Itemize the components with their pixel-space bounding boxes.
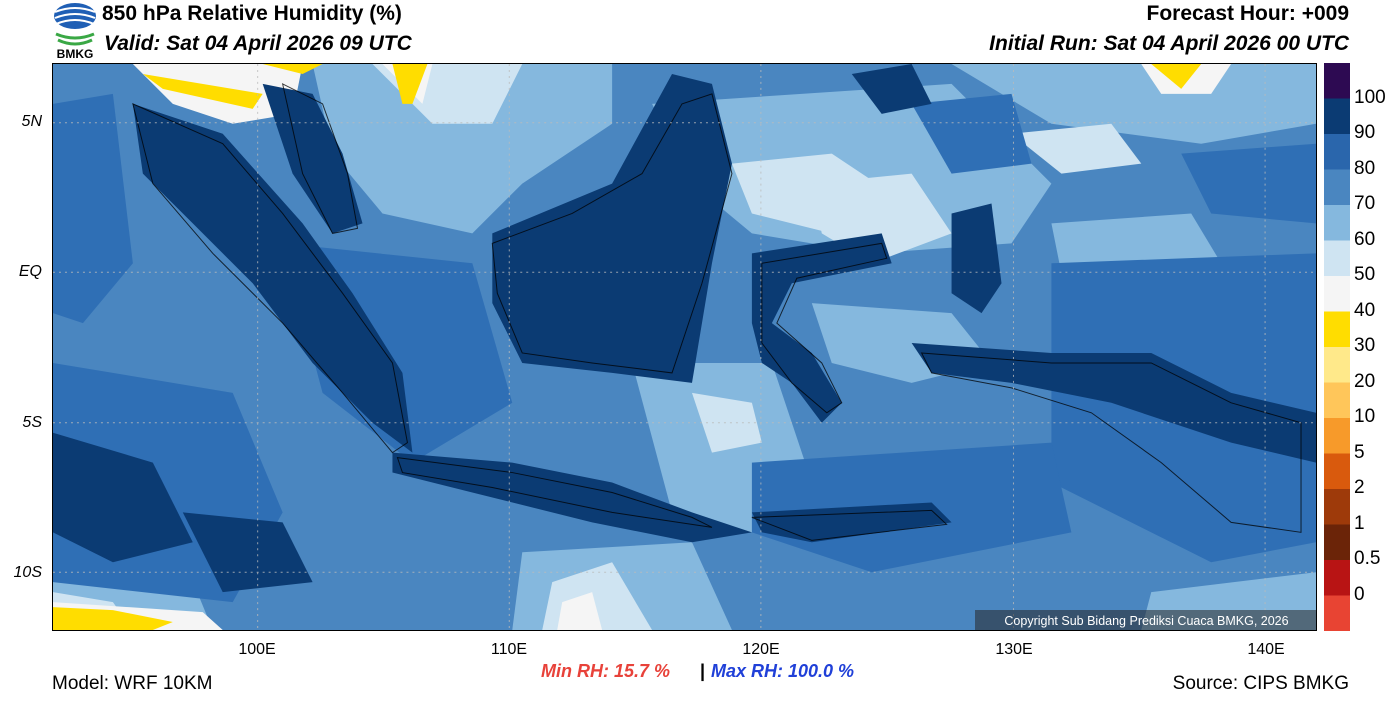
lon-tick-140e: 140E bbox=[1247, 641, 1285, 658]
colorbar-swatch bbox=[1324, 134, 1350, 170]
max-rh: Max RH: 100.0 % bbox=[711, 661, 855, 681]
initial-run: Initial Run: Sat 04 April 2026 00 UTC bbox=[989, 32, 1349, 55]
colorbar-swatch bbox=[1324, 205, 1350, 241]
lat-tick-5s: 5S bbox=[22, 414, 42, 431]
colorbar-swatch bbox=[1324, 489, 1350, 525]
lat-tick-5n: 5N bbox=[21, 113, 42, 130]
colorbar-swatch bbox=[1324, 382, 1350, 419]
sumatra-band bbox=[132, 103, 413, 453]
colorbar-label: 30 bbox=[1354, 335, 1376, 356]
coastlines bbox=[132, 83, 1302, 541]
colorbar-swatch bbox=[1324, 560, 1350, 596]
very-humid-zones bbox=[53, 64, 1316, 593]
colorbar-swatch bbox=[1324, 524, 1350, 561]
rh-separator: | bbox=[700, 661, 706, 681]
colorbar-label: 20 bbox=[1354, 370, 1376, 392]
colorbar-label: 5 bbox=[1354, 441, 1365, 463]
colorbar-swatch bbox=[1324, 276, 1350, 312]
yellow-zones bbox=[53, 64, 1202, 630]
colorbar-label: 10 bbox=[1354, 406, 1376, 427]
colorbar-swatch bbox=[1324, 347, 1350, 383]
colorbar-swatch bbox=[1324, 169, 1350, 206]
borneo-band bbox=[492, 73, 732, 383]
source-label: Source: CIPS BMKG bbox=[1172, 673, 1349, 694]
colorbar-label: 60 bbox=[1354, 228, 1376, 250]
colorbar-label: 90 bbox=[1354, 122, 1376, 143]
lon-tick-130e: 130E bbox=[995, 641, 1033, 658]
lon-tick-100e: 100E bbox=[238, 641, 276, 658]
peninsula-band bbox=[262, 83, 363, 234]
min-rh: Min RH: 15.7 % bbox=[541, 661, 671, 681]
colorbar-swatch bbox=[1324, 63, 1350, 99]
humidity-map: Copyright Sub Bidang Prediksi Cuaca BMKG… bbox=[52, 63, 1317, 631]
graticule bbox=[53, 64, 1316, 630]
model-label: Model: WRF 10KM bbox=[52, 673, 213, 694]
nusa-band bbox=[751, 502, 952, 543]
forecast-hour: Forecast Hour: +009 bbox=[1146, 2, 1350, 25]
colorbar-label: 100 bbox=[1354, 86, 1386, 108]
colorbar-label: 1 bbox=[1354, 512, 1365, 534]
valid-time: Valid: Sat 04 April 2026 09 UTC bbox=[104, 32, 412, 55]
lat-tick-eq: EQ bbox=[18, 263, 42, 280]
logo-text: BMKG bbox=[57, 47, 94, 60]
colorbar-label: 0.5 bbox=[1354, 548, 1381, 569]
colorbar-label: 40 bbox=[1354, 299, 1376, 321]
colorbar-swatch bbox=[1324, 453, 1350, 490]
map-title: 850 hPa Relative Humidity (%) bbox=[102, 2, 402, 25]
colorbar bbox=[1324, 63, 1350, 631]
colorbar-swatch bbox=[1324, 418, 1350, 454]
lat-tick-10s: 10S bbox=[13, 564, 42, 581]
colorbar-swatch bbox=[1324, 240, 1350, 277]
colorbar-label: 0 bbox=[1354, 583, 1365, 605]
bmkg-logo: BMKG bbox=[54, 3, 96, 60]
colorbar-swatch bbox=[1324, 311, 1350, 348]
colorbar-swatch bbox=[1324, 595, 1350, 631]
papua-band bbox=[911, 343, 1316, 463]
lon-tick-120e: 120E bbox=[742, 641, 780, 658]
colorbar-label: 70 bbox=[1354, 193, 1376, 214]
colorbar-label: 50 bbox=[1354, 264, 1376, 285]
copyright-label: Copyright Sub Bidang Prediksi Cuaca BMKG… bbox=[975, 610, 1316, 630]
colorbar-swatch bbox=[1324, 98, 1350, 135]
colorbar-label: 80 bbox=[1354, 157, 1376, 179]
colorbar-label: 2 bbox=[1354, 477, 1365, 498]
lon-tick-110e: 110E bbox=[490, 641, 528, 658]
humidity-field bbox=[53, 64, 1316, 630]
